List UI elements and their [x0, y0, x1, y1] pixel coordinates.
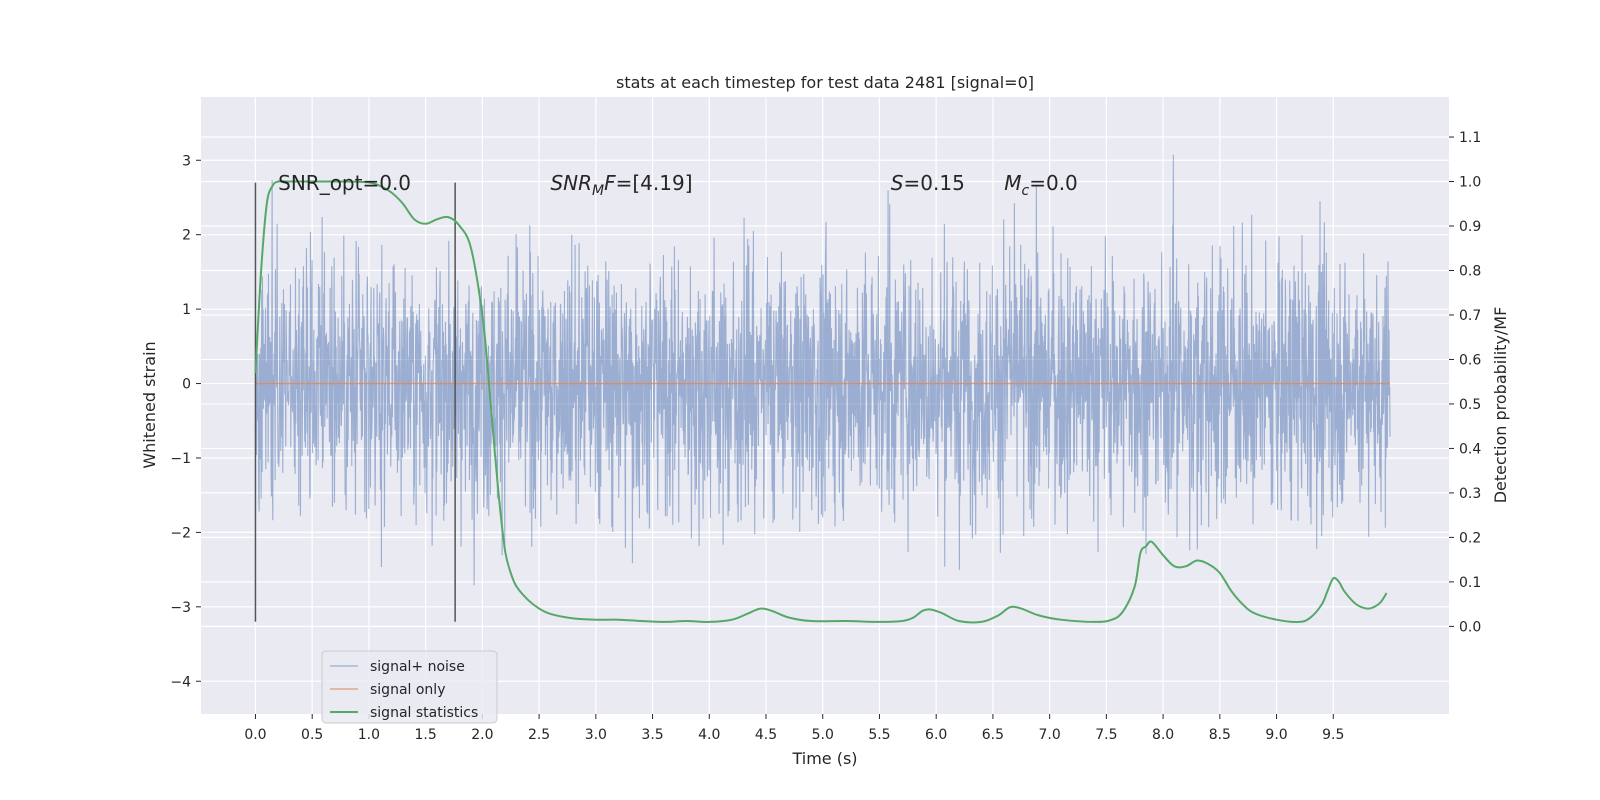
- y-tick-label: 0: [182, 377, 191, 393]
- x-tick-label: 4.0: [698, 727, 720, 743]
- y2-tick-label: 0.7: [1459, 308, 1481, 324]
- x-tick-label: 6.5: [982, 727, 1004, 743]
- legend: signal+ noise signal only signal statistic…: [321, 650, 498, 724]
- legend-label-2: signal only: [370, 682, 445, 698]
- x-tick-label: 5.0: [812, 727, 834, 743]
- x-tick-label: 9.0: [1265, 727, 1287, 743]
- y-tick-label: −3: [170, 600, 191, 616]
- y2-tick-label: 0.8: [1459, 263, 1481, 279]
- x-tick-label: 3.0: [585, 727, 607, 743]
- chart-title: stats at each timestep for test data 248…: [616, 73, 1034, 92]
- y-tick-label: −4: [170, 674, 191, 690]
- x-tick-label: 3.5: [641, 727, 663, 743]
- x-tick-label: 2.5: [528, 727, 550, 743]
- annotation-text: Mc=0.0: [1004, 171, 1078, 199]
- y-tick-label: 1: [182, 302, 191, 318]
- x-axis-label: Time (s): [791, 749, 857, 768]
- annotation-text: S=0.15: [891, 171, 965, 195]
- y-tick-label: 3: [182, 153, 191, 169]
- y-tick-label: −1: [170, 451, 191, 467]
- y-axis-label: Whitened strain: [140, 341, 159, 468]
- y2-tick-label: 0.4: [1459, 441, 1481, 457]
- line-series: [254, 180, 1390, 624]
- legend-label-1: signal+ noise: [370, 659, 465, 675]
- x-tick-label: 9.5: [1322, 727, 1344, 743]
- x-tick-label: 0.5: [301, 727, 323, 743]
- signal-noise-series: [254, 154, 1391, 586]
- axes: 0.0 0.5 1.0 1.5 2.0 2.5 3.0 3.5 4.0 4.5 5.0 5.5 6.0 6…: [170, 130, 1481, 743]
- y2-axis-label: Detection probability/MF: [1491, 307, 1510, 504]
- legend-box: [321, 650, 498, 724]
- annotation-text: SNRMF=[4.19]: [550, 171, 692, 199]
- annotations: SNR_opt=0.0 SNRMF=[4.19] S=0.15 Mc=0.0: [278, 171, 1078, 199]
- x-tick-label: 1.5: [415, 727, 437, 743]
- x-tick-label: 7.0: [1039, 727, 1061, 743]
- x-tick-label: 6.0: [925, 727, 947, 743]
- legend-label-3: signal statistics: [370, 705, 478, 721]
- x-tick-label: 2.0: [471, 727, 493, 743]
- y-tick-label: −2: [170, 525, 191, 541]
- y2-tick-label: 0.3: [1459, 486, 1481, 502]
- x-tick-label: 8.0: [1152, 727, 1174, 743]
- y2-tick-label: 0.5: [1459, 397, 1481, 413]
- x-tick-label: 8.5: [1209, 727, 1231, 743]
- signal-noise-line: [254, 154, 1391, 586]
- y2-tick-label: 0.9: [1459, 219, 1481, 235]
- x-tick-label: 5.5: [868, 727, 890, 743]
- x-tick-label: 0.0: [244, 727, 266, 743]
- annotation-text: SNR_opt=0.0: [278, 171, 411, 195]
- y2-tick-label: 1.1: [1459, 130, 1481, 146]
- y2-tick-label: 0.2: [1459, 530, 1481, 546]
- y2-tick-label: 0.0: [1459, 619, 1481, 635]
- y2-tick-label: 1.0: [1459, 175, 1481, 191]
- x-tick-label: 7.5: [1095, 727, 1117, 743]
- y-tick-label: 2: [182, 228, 191, 244]
- y2-tick-label: 0.1: [1459, 575, 1481, 591]
- signal-statistics-line: [254, 180, 1388, 624]
- x-tick-label: 1.0: [358, 727, 380, 743]
- x-tick-label: 4.5: [755, 727, 777, 743]
- y2-tick-label: 0.6: [1459, 352, 1481, 368]
